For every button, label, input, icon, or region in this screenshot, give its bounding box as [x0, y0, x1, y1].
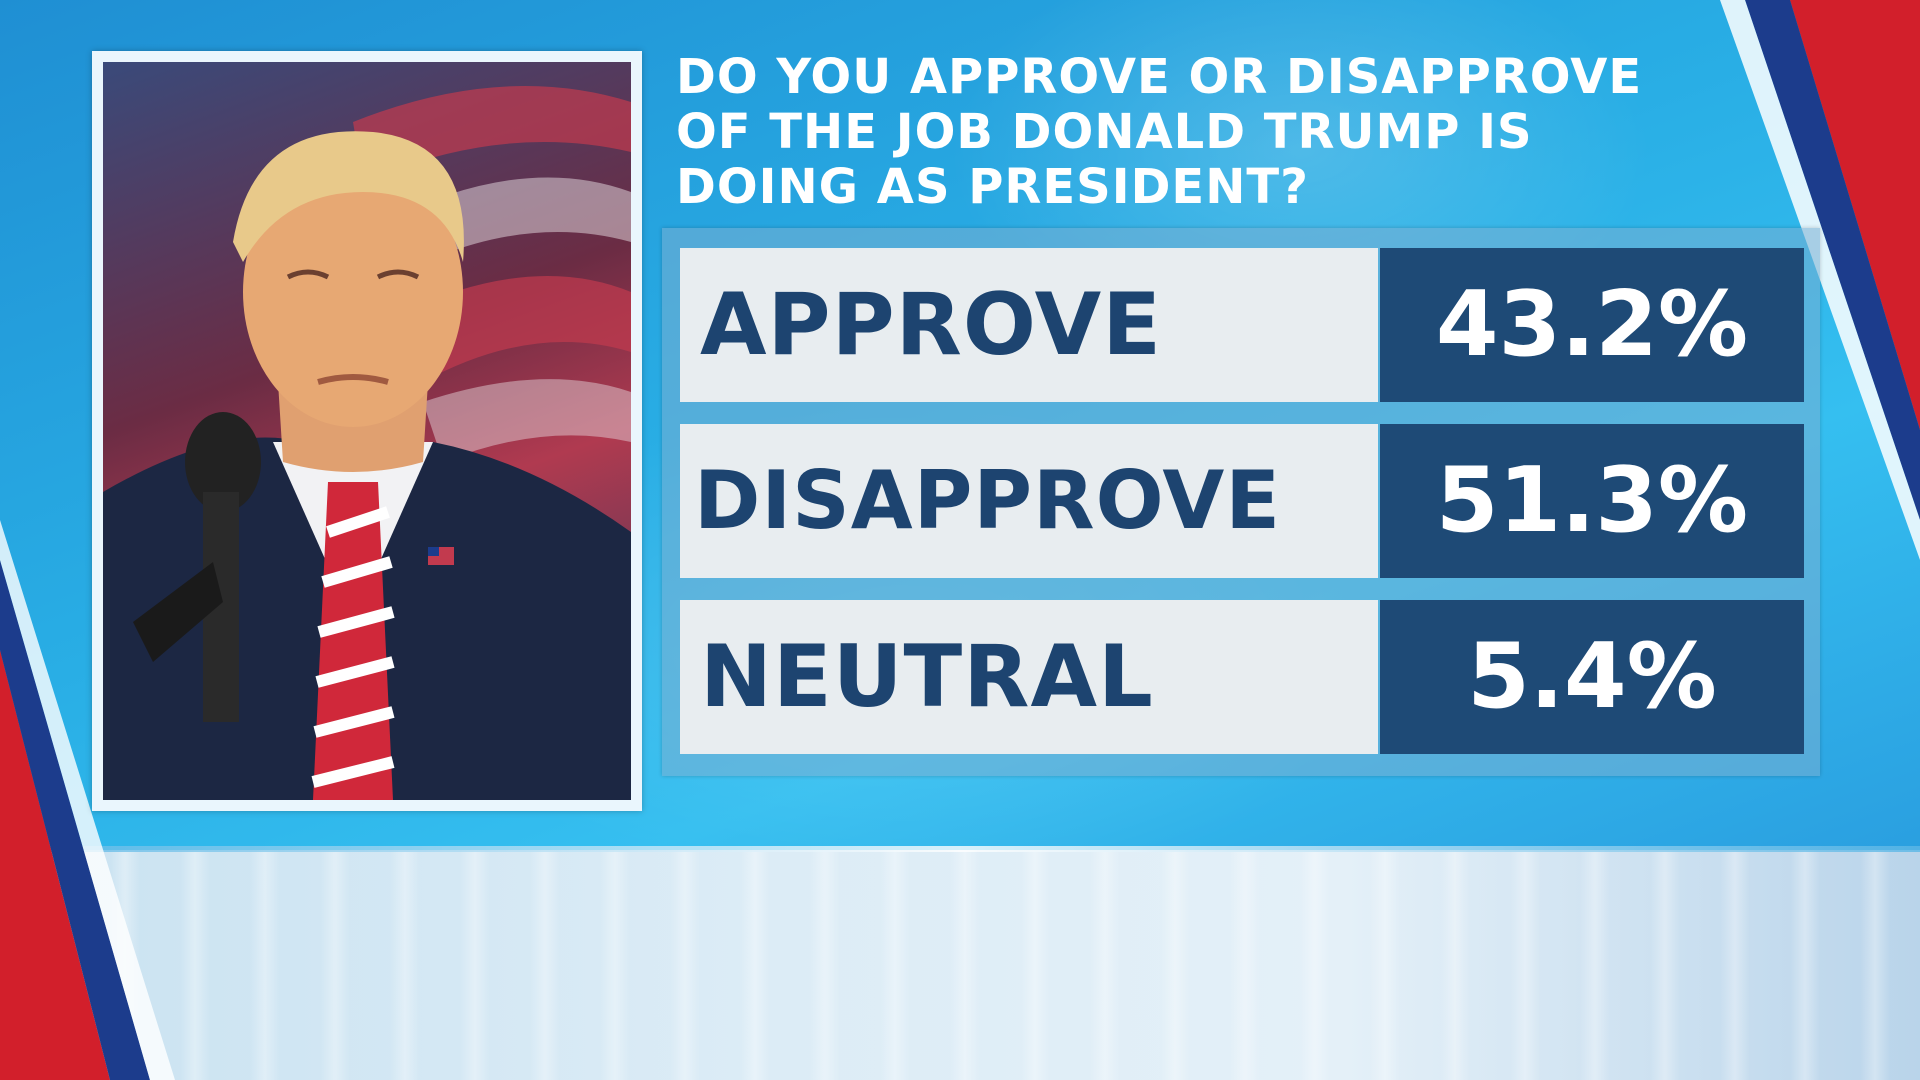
- result-value: 5.4%: [1380, 600, 1804, 754]
- result-row-neutral: NEUTRAL 5.4%: [680, 600, 1804, 754]
- background-bottom: [0, 850, 1920, 1080]
- photo-frame: [92, 51, 642, 811]
- portrait-photo: [103, 62, 631, 800]
- portrait-illustration: [103, 86, 631, 800]
- results-table: APPROVE 43.2% DISAPPROVE 51.3% NEUTRAL 5…: [662, 228, 1820, 776]
- divider-line: [0, 846, 1920, 852]
- poll-question: DO YOU APPROVE OR DISAPPROVE OF THE JOB …: [676, 50, 1776, 215]
- question-line-3: DOING AS PRESIDENT?: [676, 159, 1309, 215]
- result-label: NEUTRAL: [680, 600, 1378, 754]
- result-row-approve: APPROVE 43.2%: [680, 248, 1804, 402]
- result-value: 51.3%: [1380, 424, 1804, 578]
- result-row-disapprove: DISAPPROVE 51.3%: [680, 424, 1804, 578]
- result-value: 43.2%: [1380, 248, 1804, 402]
- question-line-1: DO YOU APPROVE OR DISAPPROVE: [676, 49, 1643, 105]
- result-label: DISAPPROVE: [680, 424, 1378, 578]
- result-label: APPROVE: [680, 248, 1378, 402]
- question-line-2: OF THE JOB DONALD TRUMP IS: [676, 104, 1533, 160]
